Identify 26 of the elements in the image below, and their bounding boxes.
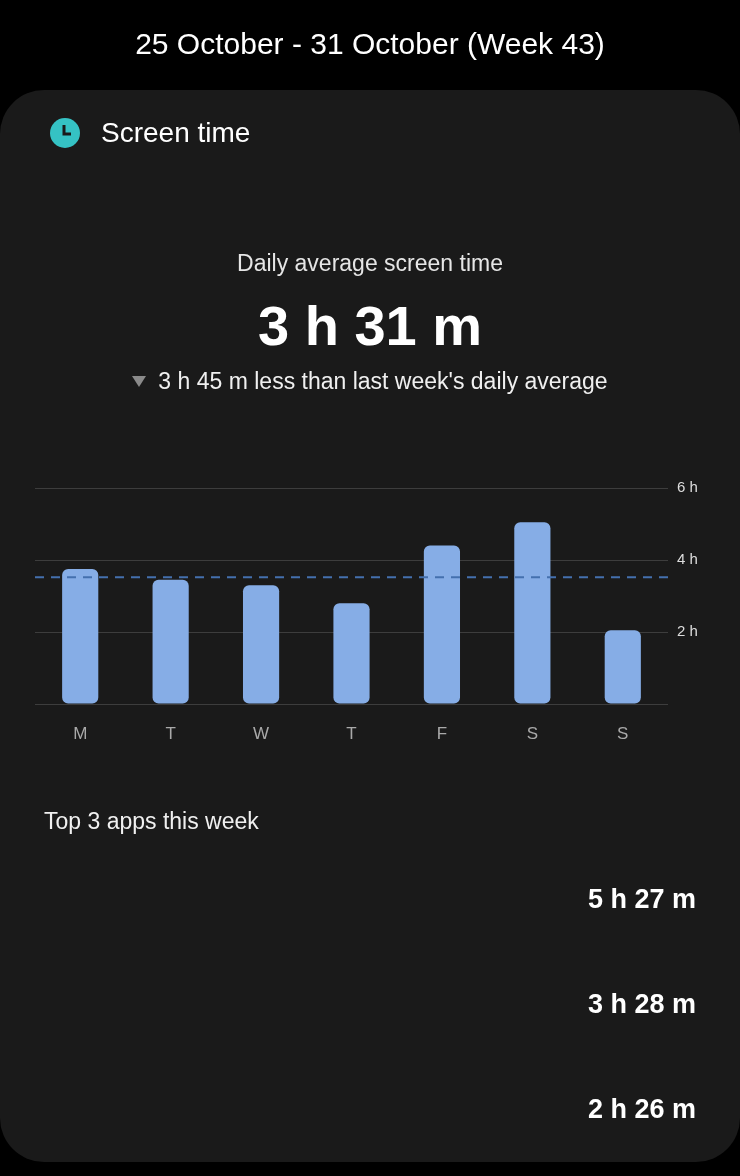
y-tick-label: 4 h	[677, 550, 698, 568]
text: 3 h 45 m less than last week's daily average	[158, 366, 608, 396]
x-tick-label: F	[436, 723, 448, 743]
x-tick-label: T	[165, 723, 176, 743]
bar	[242, 585, 280, 704]
text: 3 h 28 m	[587, 988, 696, 1021]
bar	[152, 579, 189, 704]
bar	[423, 545, 461, 704]
chart-subtitle: Screen time	[101, 116, 251, 150]
text: Top 3 apps this week	[44, 806, 259, 836]
x-tick-label: S	[526, 723, 539, 743]
x-tick-label: T	[346, 723, 357, 743]
x-tick-label: S	[617, 723, 629, 743]
text: 3 h 31 m	[256, 293, 484, 359]
x-tick-label: M	[73, 723, 88, 743]
bar	[514, 522, 551, 704]
chart-title: 25 October - 31 October (Week 43)	[134, 26, 606, 62]
y-tick-label: 6 h	[677, 478, 698, 496]
y-tick-label: 2 h	[677, 622, 698, 640]
bar	[333, 603, 370, 704]
bar	[62, 569, 99, 704]
text: 2 h 26 m	[587, 1093, 696, 1126]
bar	[604, 630, 641, 704]
text: Daily average screen time	[236, 248, 504, 278]
text: 5 h 27 m	[587, 883, 696, 916]
x-tick-label: W	[253, 723, 270, 743]
